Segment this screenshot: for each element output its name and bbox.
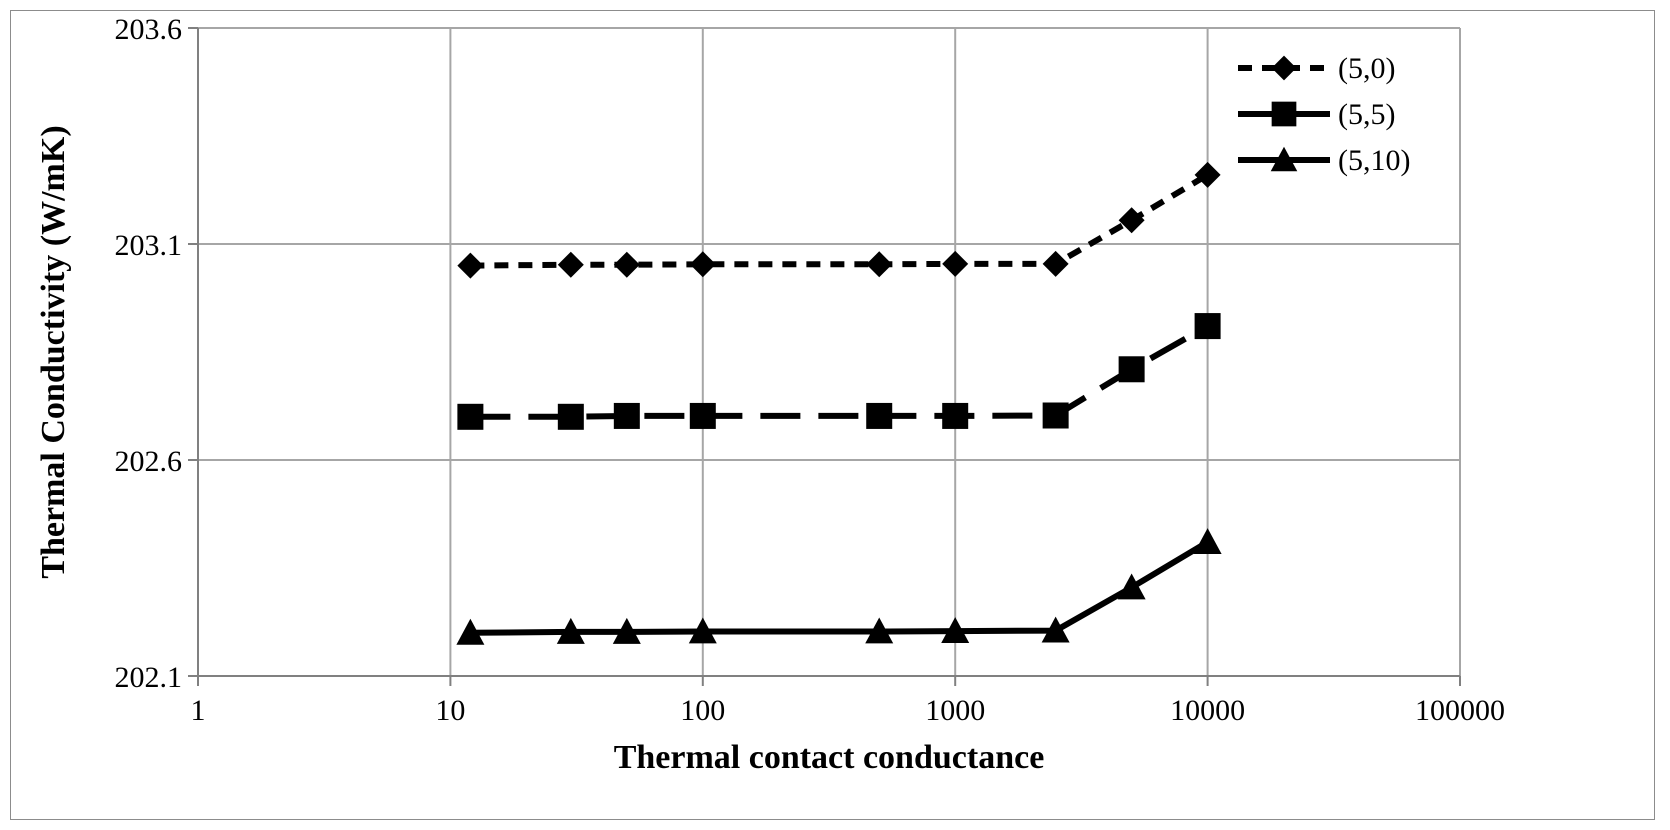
y-tick-label: 202.1 bbox=[115, 661, 183, 694]
square-marker bbox=[613, 402, 640, 429]
series-group bbox=[456, 161, 1222, 645]
x-tick-label: 10000 bbox=[1170, 694, 1245, 727]
triangle-marker bbox=[456, 618, 485, 645]
triangle-marker bbox=[941, 617, 970, 643]
diamond-marker bbox=[1118, 207, 1145, 234]
legend-label: (5,0) bbox=[1338, 52, 1395, 85]
square-marker bbox=[457, 403, 484, 430]
triangle-marker bbox=[556, 617, 585, 644]
triangle-marker bbox=[1193, 528, 1222, 554]
legend-item: (5,10) bbox=[1238, 144, 1410, 177]
series-2 bbox=[457, 313, 1221, 430]
x-tick-label: 1 bbox=[191, 694, 206, 727]
triangle-marker bbox=[612, 617, 641, 644]
diamond-marker bbox=[613, 251, 640, 278]
x-tick-label: 10 bbox=[435, 694, 465, 727]
triangle-marker bbox=[688, 617, 717, 644]
diamond-marker bbox=[557, 251, 584, 278]
legend: (5,0) (5,5) (5,10) bbox=[1238, 52, 1410, 177]
diamond-marker bbox=[1194, 161, 1221, 188]
diamond-marker bbox=[1271, 55, 1297, 81]
triangle-marker bbox=[865, 617, 894, 644]
square-marker bbox=[1194, 313, 1221, 340]
diamond-marker bbox=[942, 250, 969, 277]
y-tick-label: 203.6 bbox=[115, 13, 183, 46]
series-line bbox=[470, 539, 1210, 636]
legend-item: (5,5) bbox=[1238, 98, 1395, 131]
tick-labels: 1 10 100 1000 10000 100000 202.1 202.6 203.1 203.… bbox=[115, 13, 1506, 727]
square-marker bbox=[1271, 101, 1297, 127]
diamond-marker bbox=[457, 252, 484, 279]
diamond-marker bbox=[1042, 250, 1069, 277]
square-marker bbox=[1042, 402, 1069, 429]
y-axis-title: Thermal Conductivity (W/mK) bbox=[35, 125, 72, 578]
series-3 bbox=[456, 528, 1222, 645]
x-tick-label: 1000 bbox=[925, 694, 985, 727]
legend-label: (5,10) bbox=[1338, 144, 1410, 177]
y-tick-label: 202.6 bbox=[115, 445, 183, 478]
triangle-marker bbox=[1117, 573, 1146, 600]
square-marker bbox=[557, 403, 584, 430]
triangle-marker bbox=[1270, 146, 1298, 172]
diamond-marker bbox=[866, 251, 893, 278]
x-tick-label: 100 bbox=[680, 694, 725, 727]
x-axis-title: Thermal contact conductance bbox=[614, 739, 1045, 776]
square-marker bbox=[689, 402, 716, 429]
square-marker bbox=[866, 402, 893, 429]
legend-label: (5,5) bbox=[1338, 98, 1395, 131]
y-tick-label: 203.1 bbox=[115, 229, 183, 262]
series-line bbox=[470, 172, 1210, 269]
diamond-marker bbox=[689, 251, 716, 278]
x-tick-label: 100000 bbox=[1415, 694, 1505, 727]
square-marker bbox=[1118, 356, 1145, 383]
square-marker bbox=[942, 402, 969, 429]
axes bbox=[188, 27, 1461, 686]
series-1 bbox=[457, 161, 1221, 279]
triangle-marker bbox=[1041, 616, 1070, 643]
grid bbox=[198, 27, 1461, 676]
series-line bbox=[470, 323, 1210, 420]
legend-item: (5,0) bbox=[1238, 52, 1395, 85]
